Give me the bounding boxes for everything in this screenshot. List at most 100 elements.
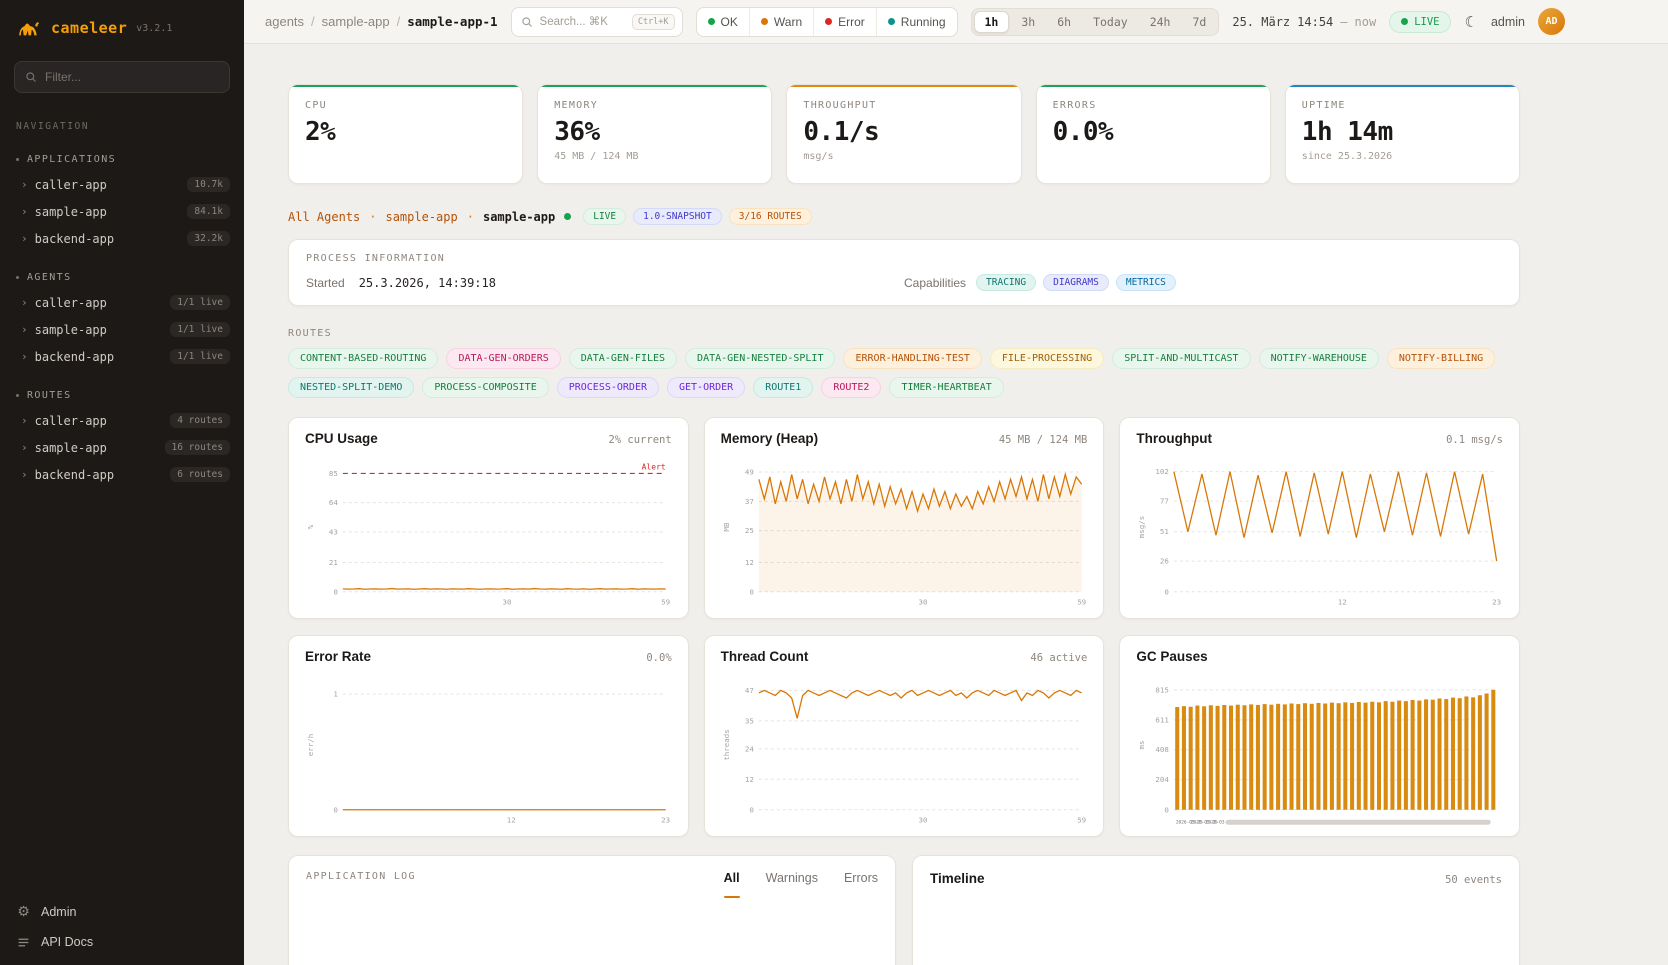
- stat-label: THROUGHPUT: [803, 100, 877, 111]
- svg-text:1: 1: [333, 690, 338, 699]
- time-range-3h[interactable]: 3h: [1011, 11, 1045, 33]
- topbar: agents / sample-app / sample-app-1 Ctrl+…: [244, 0, 1668, 44]
- global-search[interactable]: Ctrl+K: [510, 6, 683, 37]
- application-log-title: APPLICATION LOG: [306, 871, 416, 882]
- live-indicator: LIVE: [1389, 10, 1452, 33]
- sidebar-item-agents-backend-app[interactable]: › backend-app 1/1 live: [0, 343, 244, 370]
- log-tab-warnings[interactable]: Warnings: [766, 871, 818, 898]
- route-chip-nested-split-demo[interactable]: NESTED-SPLIT-DEMO: [288, 377, 415, 398]
- route-chip-data-gen-nested-split[interactable]: DATA-GEN-NESTED-SPLIT: [685, 348, 836, 369]
- process-started: Started 25.3.2026, 14:39:18: [306, 276, 904, 290]
- sidebar-item-routes-sample-app[interactable]: › sample-app 16 routes: [0, 434, 244, 461]
- sidebar: cameleer v3.2.1 NAVIGATION APPLICATIONS›…: [0, 0, 244, 965]
- agent-app-link[interactable]: sample-app: [385, 209, 458, 224]
- sidebar-item-applications-sample-app[interactable]: › sample-app 84.1k: [0, 198, 244, 225]
- sidebar-item-routes-backend-app[interactable]: › backend-app 6 routes: [0, 461, 244, 488]
- time-range-7d[interactable]: 7d: [1182, 11, 1216, 33]
- route-chip-file-processing[interactable]: FILE-PROCESSING: [989, 348, 1105, 369]
- time-range-today[interactable]: Today: [1083, 11, 1138, 33]
- capability-badge-diagrams: DIAGRAMS: [1043, 274, 1109, 291]
- time-range-1h[interactable]: 1h: [973, 10, 1010, 33]
- route-chip-notify-billing[interactable]: NOTIFY-BILLING: [1386, 348, 1496, 369]
- route-chip-timer-heartbeat[interactable]: TIMER-HEARTBEAT: [889, 377, 1004, 398]
- svg-text:0: 0: [333, 587, 338, 596]
- username: admin: [1490, 14, 1525, 29]
- process-info-card: PROCESS INFORMATION Started 25.3.2026, 1…: [288, 239, 1520, 306]
- route-chip-route1[interactable]: ROUTE1: [753, 377, 814, 398]
- route-chip-notify-warehouse[interactable]: NOTIFY-WAREHOUSE: [1258, 348, 1379, 369]
- route-chip-data-gen-orders[interactable]: DATA-GEN-ORDERS: [446, 348, 561, 369]
- sidebar-item-agents-sample-app[interactable]: › sample-app 1/1 live: [0, 316, 244, 343]
- breadcrumb-sample-app[interactable]: sample-app: [321, 14, 390, 29]
- time-range-24h[interactable]: 24h: [1140, 11, 1181, 33]
- status-filter-running[interactable]: Running: [875, 7, 957, 36]
- chevron-right-icon: ›: [21, 468, 28, 481]
- chevron-right-icon: ›: [21, 350, 28, 363]
- theme-toggle-button[interactable]: ☾: [1464, 7, 1477, 37]
- route-chip-get-order[interactable]: GET-ORDER: [667, 377, 746, 398]
- time-range-6h[interactable]: 6h: [1047, 11, 1081, 33]
- chevron-right-icon: ›: [21, 205, 28, 218]
- route-chip-split-and-multicast[interactable]: SPLIT-AND-MULTICAST: [1112, 348, 1251, 369]
- timeline-meta: 50 events: [1445, 874, 1502, 886]
- breadcrumb-current: sample-app-1: [407, 14, 498, 29]
- moon-icon: ☾: [1464, 13, 1478, 31]
- timeline-card: Timeline 50 events: [912, 855, 1520, 965]
- sidebar-item-routes-caller-app[interactable]: › caller-app 4 routes: [0, 407, 244, 434]
- route-chip-data-gen-files[interactable]: DATA-GEN-FILES: [568, 348, 678, 369]
- log-tab-errors[interactable]: Errors: [844, 871, 878, 898]
- stat-accent-bar: [1285, 85, 1519, 87]
- svg-text:ms: ms: [1137, 741, 1146, 750]
- sidebar-section-routes: ROUTES › caller-app 4 routes › sample-app 16 r…: [0, 386, 244, 488]
- chart-header: GC Pauses: [1136, 649, 1503, 664]
- status-filter-ok[interactable]: OK: [697, 8, 749, 36]
- sidebar-item-admin[interactable]: ⚙ Admin: [16, 903, 228, 920]
- main-area: agents / sample-app / sample-app-1 Ctrl+…: [244, 0, 1668, 965]
- charts-grid: CPU Usage 2% current 0 21 43 64 85 30 59% Alert Me…: [288, 417, 1520, 837]
- route-chips: CONTENT-BASED-ROUTING DATA-GEN-ORDERS DATA…: [288, 348, 1520, 398]
- svg-text:85: 85: [329, 469, 338, 478]
- svg-text:47: 47: [745, 686, 754, 695]
- search-icon: [521, 16, 532, 27]
- live-dot-icon: [1401, 18, 1409, 25]
- breadcrumb-agents[interactable]: agents: [265, 14, 305, 29]
- section-dot-icon: [16, 158, 19, 161]
- status-filter-label: Running: [900, 14, 946, 29]
- all-agents-link[interactable]: All Agents: [288, 209, 361, 224]
- route-chip-route2[interactable]: ROUTE2: [821, 377, 882, 398]
- route-chip-error-handling-test[interactable]: ERROR-HANDLING-TEST: [843, 348, 982, 369]
- sidebar-item-applications-backend-app[interactable]: › backend-app 32.2k: [0, 225, 244, 252]
- avatar[interactable]: AD: [1537, 8, 1565, 35]
- agent-badge-3-16-routes: 3/16 ROUTES: [728, 208, 812, 225]
- route-chip-process-composite[interactable]: PROCESS-COMPOSITE: [422, 377, 549, 398]
- sidebar-footer-label: API Docs: [41, 935, 94, 949]
- route-chip-process-order[interactable]: PROCESS-ORDER: [556, 377, 659, 398]
- status-filter-error[interactable]: Error: [813, 7, 876, 36]
- live-label: LIVE: [1414, 15, 1440, 28]
- sidebar-filter-input[interactable]: [45, 70, 219, 84]
- date-range[interactable]: 25. März 14:54 – now: [1232, 15, 1376, 29]
- date-range-end: now: [1354, 14, 1377, 29]
- sidebar-item-badge: 4 routes: [170, 413, 230, 428]
- svg-text:23: 23: [1493, 598, 1502, 607]
- chart-header: Throughput 0.1 msg/s: [1136, 431, 1503, 446]
- log-tab-all[interactable]: All: [723, 871, 740, 898]
- capability-badge-metrics: METRICS: [1115, 274, 1176, 291]
- sidebar-item-api-docs[interactable]: API Docs: [16, 935, 228, 949]
- breadcrumb-separator: /: [396, 14, 401, 29]
- svg-text:12: 12: [1338, 598, 1347, 607]
- svg-text:2026-03-25: 2026-03-25: [1206, 820, 1233, 826]
- process-capabilities: Capabilities TRACING DIAGRAMS METRICS: [904, 274, 1502, 291]
- sidebar-item-applications-caller-app[interactable]: › caller-app 10.7k: [0, 171, 244, 198]
- svg-text:0: 0: [749, 587, 754, 596]
- section-dot-icon: [16, 394, 19, 397]
- sidebar-filter[interactable]: [14, 61, 230, 93]
- app-name: cameleer: [51, 19, 128, 37]
- sidebar-item-label: sample-app: [34, 322, 107, 337]
- search-input[interactable]: [539, 15, 625, 28]
- sidebar-item-agents-caller-app[interactable]: › caller-app 1/1 live: [0, 289, 244, 316]
- sidebar-section-applications: APPLICATIONS › caller-app 10.7k › sample-app 8…: [0, 150, 244, 252]
- log-tabs: All Warnings Errors: [723, 871, 878, 898]
- route-chip-content-based-routing[interactable]: CONTENT-BASED-ROUTING: [288, 348, 439, 369]
- status-filter-warn[interactable]: Warn: [748, 7, 813, 36]
